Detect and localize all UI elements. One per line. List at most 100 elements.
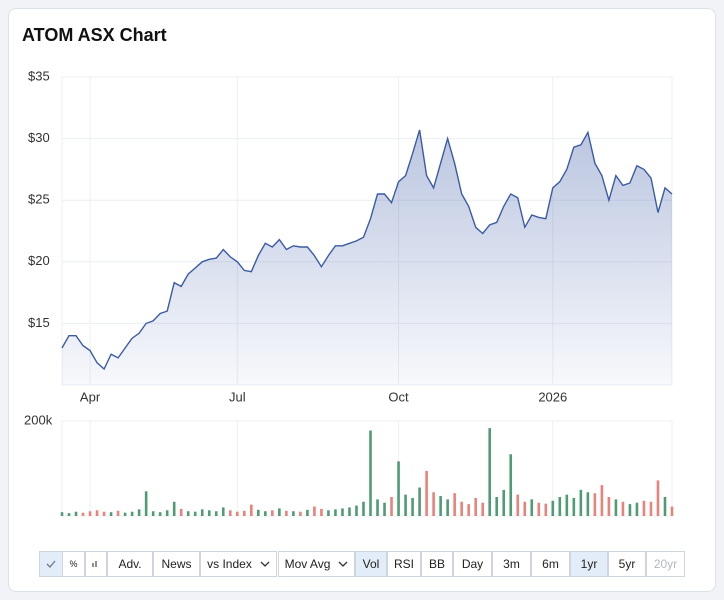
y-tick-label: $20 — [28, 253, 50, 268]
y-tick-label: $15 — [28, 315, 50, 330]
volume-bar — [165, 510, 169, 516]
volume-bar — [257, 509, 260, 516]
toolbar-button[interactable]: 20yr — [646, 551, 685, 577]
volume-bar — [621, 501, 625, 516]
volume-bar — [285, 510, 288, 516]
volume-bar — [600, 485, 604, 516]
volume-bar — [481, 502, 484, 516]
volume-bar — [313, 506, 316, 516]
check-icon — [46, 560, 56, 568]
volume-bar — [663, 497, 667, 516]
volume-bar — [390, 497, 393, 516]
volume-bar — [495, 497, 499, 516]
toolbar-button[interactable]: Vol — [355, 551, 387, 577]
x-tick-label: Oct — [388, 389, 409, 404]
volume-bar — [593, 493, 597, 516]
toolbar-button[interactable]: 5yr — [608, 551, 646, 577]
button-label: Day — [461, 557, 484, 571]
toolbar-button[interactable]: News — [153, 551, 200, 577]
volume-bar — [137, 509, 141, 516]
volume-bar — [355, 505, 358, 516]
volume-bar — [530, 499, 534, 516]
button-label: 20yr — [653, 557, 678, 571]
volume-bar — [425, 470, 428, 516]
toolbar-button[interactable]: RSI — [387, 551, 421, 577]
volume-bar — [95, 510, 99, 516]
volume-bar — [264, 511, 267, 516]
volume-bar — [474, 497, 477, 516]
volume-bar — [207, 510, 211, 516]
volume-bar — [362, 501, 365, 516]
volume-bar — [214, 511, 218, 516]
volume-bar — [67, 513, 71, 516]
toolbar-button[interactable] — [39, 551, 63, 577]
button-label: BB — [428, 557, 445, 571]
volume-bar — [446, 499, 449, 516]
volume-bar — [383, 502, 386, 516]
toolbar-button[interactable]: Mov Avg — [278, 551, 355, 577]
volume-bar — [348, 507, 351, 516]
toolbar-button[interactable]: Day — [453, 551, 492, 577]
chevron-icon — [260, 561, 270, 567]
volume-bar — [397, 461, 400, 516]
volume-bar — [565, 494, 569, 516]
y-tick-label: $25 — [28, 192, 50, 207]
volume-bar — [516, 494, 520, 516]
volume-bar — [551, 500, 555, 516]
button-label: 3m — [503, 557, 520, 571]
toolbar-button[interactable]: Adv. — [107, 551, 153, 577]
toolbar-button[interactable]: 6m — [531, 551, 570, 577]
volume-bar — [250, 504, 253, 516]
volume-bar — [586, 492, 590, 516]
volume-bar — [278, 508, 281, 516]
volume-bar — [306, 509, 309, 516]
volume-bar — [376, 499, 379, 516]
volume-bar — [460, 501, 463, 516]
toolbar-button[interactable] — [85, 551, 107, 577]
volume-bar — [418, 487, 421, 516]
volume-bar — [467, 504, 470, 516]
volume-bar — [628, 504, 632, 516]
volume-bar — [642, 500, 646, 516]
volume-bar — [537, 502, 541, 516]
volume-bar — [320, 508, 323, 516]
volume-bar — [453, 493, 456, 516]
button-label: % — [69, 559, 78, 569]
chart-icon — [92, 561, 97, 567]
button-label: News — [161, 557, 192, 571]
volume-bar — [523, 501, 527, 516]
volume-bar — [144, 491, 148, 516]
volume-bar — [404, 494, 407, 516]
y-tick-label: $30 — [28, 130, 50, 145]
volume-bar — [299, 511, 302, 516]
volume-bar — [179, 508, 183, 516]
volume-bar — [172, 501, 176, 516]
volume-bar — [193, 511, 197, 516]
toolbar-button[interactable]: BB — [421, 551, 453, 577]
volume-bar — [544, 503, 548, 516]
button-label: 6m — [542, 557, 559, 571]
volume-bar — [158, 512, 162, 516]
volume-bar — [572, 497, 576, 516]
volume-bar — [635, 502, 639, 516]
button-label: RSI — [393, 557, 414, 571]
button-label: 1yr — [580, 557, 598, 571]
volume-bar — [432, 492, 435, 516]
volume-bar — [88, 511, 92, 516]
y-tick-label: 200k — [24, 412, 53, 427]
volume-bar — [228, 510, 232, 516]
toolbar-button[interactable]: % — [62, 551, 85, 577]
volume-bar — [151, 511, 155, 516]
button-label: 5yr — [618, 557, 636, 571]
volume-bar — [242, 510, 246, 516]
button-label: vs Index — [207, 557, 252, 571]
toolbar-button[interactable]: 1yr — [570, 551, 608, 577]
volume-bar — [502, 489, 506, 516]
area-fill — [62, 130, 672, 385]
button-label: Adv. — [118, 557, 142, 571]
volume-bar — [327, 510, 330, 516]
button-label: Mov Avg — [284, 557, 331, 571]
toolbar-button[interactable]: 3m — [492, 551, 531, 577]
toolbar-button[interactable]: vs Index — [200, 551, 277, 577]
volume-bar — [369, 430, 372, 516]
